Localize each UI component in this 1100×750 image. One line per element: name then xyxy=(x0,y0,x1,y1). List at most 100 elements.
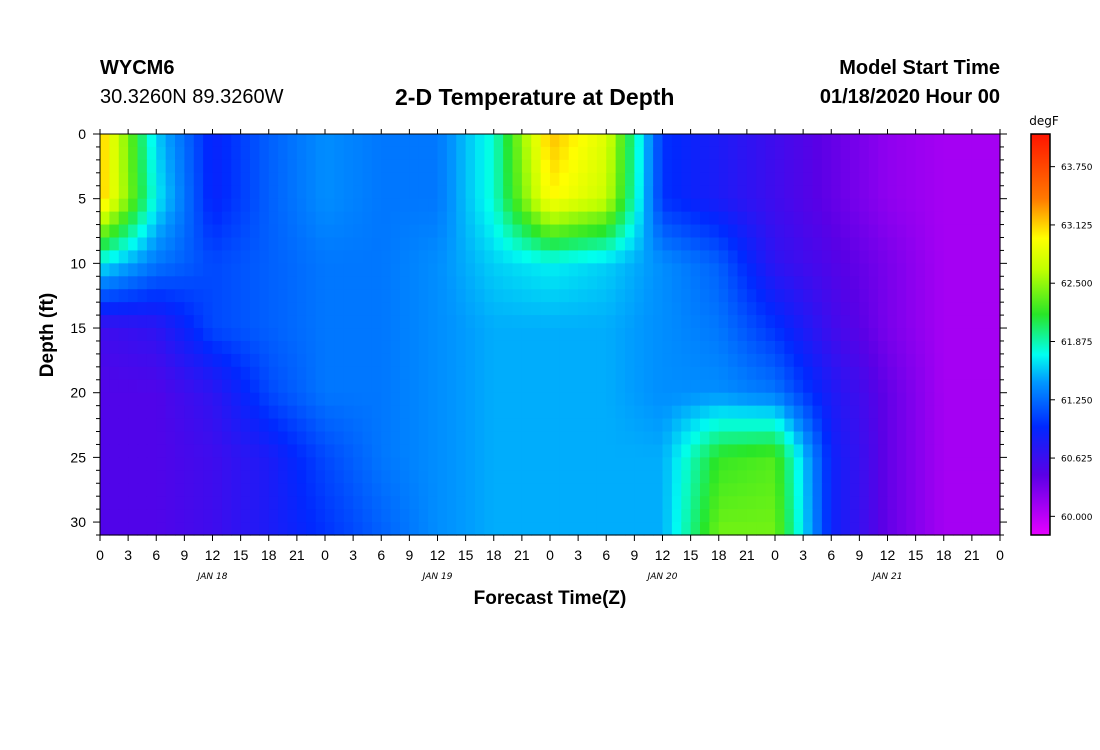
heatmap-cell xyxy=(840,405,851,420)
heatmap-cell xyxy=(418,315,429,329)
heatmap-cell xyxy=(118,289,129,303)
heatmap-cell xyxy=(221,366,232,381)
heatmap-cell xyxy=(240,211,251,226)
heatmap-cell xyxy=(831,470,842,484)
heatmap-cell xyxy=(793,392,804,407)
heatmap-cell xyxy=(878,418,889,433)
heatmap-cell xyxy=(915,172,926,187)
x-tick-label: 12 xyxy=(430,547,446,563)
heatmap-cell xyxy=(981,224,992,239)
heatmap-cell xyxy=(550,198,560,213)
heatmap-cell xyxy=(296,483,307,497)
heatmap-cell xyxy=(296,457,307,471)
heatmap-cell xyxy=(812,405,823,420)
heatmap-cell xyxy=(512,392,523,407)
heatmap-cell xyxy=(812,444,823,458)
heatmap-cell xyxy=(400,522,410,536)
heatmap-cell xyxy=(128,379,139,394)
heatmap-cell xyxy=(953,392,964,407)
heatmap-cell xyxy=(418,405,429,420)
heatmap-cell xyxy=(756,237,767,252)
heatmap-cell xyxy=(746,431,757,446)
heatmap-cell xyxy=(859,379,870,394)
heatmap-cell xyxy=(531,159,542,174)
heatmap-cell xyxy=(362,250,373,264)
heatmap-cell xyxy=(812,483,823,497)
heatmap-cell xyxy=(746,224,757,239)
heatmap-cell xyxy=(915,431,926,446)
heatmap-cell xyxy=(793,483,804,497)
heatmap-cell xyxy=(362,237,373,252)
heatmap-cell xyxy=(521,134,532,148)
heatmap-cell xyxy=(596,509,607,523)
heatmap-cell xyxy=(465,250,476,264)
heatmap-cell xyxy=(550,302,560,316)
heatmap-cell xyxy=(259,134,270,148)
heatmap-cell xyxy=(334,263,345,277)
heatmap-cell xyxy=(306,224,317,239)
heatmap-cell xyxy=(212,340,223,355)
heatmap-cell xyxy=(390,405,401,420)
heatmap-cell xyxy=(484,134,495,148)
heatmap-cell xyxy=(681,211,692,226)
heatmap-cell xyxy=(615,315,626,329)
heatmap-cell xyxy=(512,224,523,239)
heatmap-cell xyxy=(531,431,542,446)
heatmap-cell xyxy=(906,224,917,239)
heatmap-cell xyxy=(531,366,542,381)
heatmap-cell xyxy=(296,302,307,316)
heatmap-cell xyxy=(521,405,532,420)
heatmap-cell xyxy=(634,431,645,446)
heatmap-cell xyxy=(250,457,260,471)
heatmap-cell xyxy=(700,315,710,329)
heatmap-cell xyxy=(728,470,739,484)
heatmap-cell xyxy=(962,134,973,148)
heatmap-cell xyxy=(165,302,176,316)
heatmap-cell xyxy=(446,379,457,394)
heatmap-cell xyxy=(428,159,439,174)
heatmap-cell xyxy=(596,470,607,484)
heatmap-cell xyxy=(503,483,514,497)
heatmap-cell xyxy=(175,340,185,355)
heatmap-cell xyxy=(512,483,523,497)
heatmap-cell xyxy=(868,328,879,342)
heatmap-cell xyxy=(268,185,279,200)
heatmap-cell xyxy=(137,444,148,458)
heatmap-cell xyxy=(287,522,298,536)
heatmap-cell xyxy=(831,340,842,355)
heatmap-cell xyxy=(775,289,785,303)
heatmap-cell xyxy=(662,159,673,174)
heatmap-cell xyxy=(278,392,289,407)
heatmap-cell xyxy=(578,289,589,303)
heatmap-cell xyxy=(831,224,842,239)
heatmap-cell xyxy=(793,340,804,355)
heatmap-cell xyxy=(559,328,570,342)
heatmap-cell xyxy=(212,483,223,497)
heatmap-cell xyxy=(212,146,223,161)
heatmap-cell xyxy=(915,315,926,329)
heatmap-cell xyxy=(756,470,767,484)
heatmap-cell xyxy=(100,159,110,174)
heatmap-cell xyxy=(943,302,954,316)
heatmap-cell xyxy=(568,405,579,420)
heatmap-cell xyxy=(250,522,260,536)
heatmap-cell xyxy=(446,198,457,213)
heatmap-cell xyxy=(193,328,204,342)
heatmap-cell xyxy=(718,289,729,303)
heatmap-cell xyxy=(643,159,654,174)
heatmap-cell xyxy=(428,470,439,484)
heatmap-cell xyxy=(990,392,1001,407)
heatmap-cell xyxy=(268,211,279,226)
heatmap-cell xyxy=(231,237,242,252)
heatmap-cell xyxy=(943,444,954,458)
heatmap-cell xyxy=(428,340,439,355)
heatmap-cell xyxy=(728,315,739,329)
heatmap-cell xyxy=(371,353,382,368)
heatmap-cell xyxy=(887,418,898,433)
heatmap-cell xyxy=(240,302,251,316)
heatmap-cell xyxy=(756,483,767,497)
heatmap-cell xyxy=(334,172,345,187)
heatmap-cell xyxy=(756,392,767,407)
heatmap-cell xyxy=(840,263,851,277)
heatmap-cell xyxy=(971,328,982,342)
